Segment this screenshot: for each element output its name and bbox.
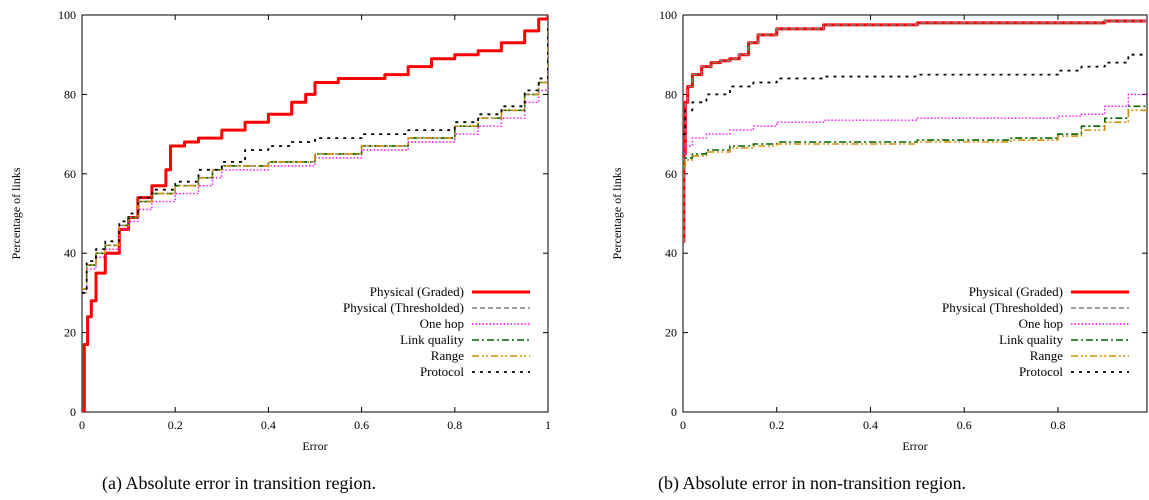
x-tick-label: 0.8 (1050, 418, 1065, 432)
series-line-physical-thresholded (683, 20, 1147, 242)
series-line-range (683, 109, 1147, 167)
series-line-physical-graded (82, 15, 548, 412)
legend-label: One hop (1019, 316, 1063, 331)
y-tick-label: 0 (671, 405, 677, 419)
figure-caption: (b) Absolute error in non-transition reg… (658, 473, 966, 494)
y-tick-label: 100 (58, 8, 76, 22)
y-tick-label: 40 (665, 246, 677, 260)
series-line-link-quality (683, 105, 1147, 167)
legend-label: Range (1030, 348, 1063, 363)
y-tick-label: 80 (665, 87, 677, 101)
x-axis-label: Error (302, 439, 327, 453)
legend-label: Link quality (400, 332, 464, 347)
legend-label: Protocol (1019, 364, 1063, 379)
x-tick-label: 1 (545, 418, 551, 432)
x-tick-label: 0 (680, 418, 686, 432)
chart-panel-b: 0 0.2 0.4 0.6 0.8 0 20 40 60 80 100 Error Percentage… (610, 8, 1148, 494)
chart-panel-a: 0 0.2 0.4 0.6 0.8 1 0 20 40 60 80 100 Error Percentag… (9, 8, 551, 494)
x-tick-label: 0.4 (261, 418, 276, 432)
series-line-physical-graded (683, 19, 1147, 243)
x-tick-label: 0.8 (447, 418, 462, 432)
legend-label: One hop (420, 316, 464, 331)
plot-frame (81, 14, 549, 413)
x-tick-label: 0.4 (863, 418, 878, 432)
y-tick-label: 20 (64, 326, 76, 340)
legend-label: Physical (Graded) (370, 284, 464, 299)
legend-label: Protocol (420, 364, 464, 379)
y-tick-label: 40 (64, 246, 76, 260)
series-line-protocol (683, 53, 1147, 135)
y-axis-label: Percentage of links (9, 167, 23, 259)
y-tick-label: 0 (70, 405, 76, 419)
series-line-one-hop (683, 93, 1147, 155)
y-tick-label: 100 (659, 8, 677, 22)
x-tick-label: 0.2 (168, 418, 183, 432)
figure-caption: (a) Absolute error in transition region. (102, 473, 376, 494)
series-line-one-hop (82, 34, 548, 290)
legend-label: Range (431, 348, 464, 363)
y-tick-label: 60 (665, 167, 677, 181)
x-tick-label: 0.2 (769, 418, 784, 432)
series-line-protocol (82, 22, 548, 294)
legend-label: Physical (Thresholded) (942, 300, 1063, 315)
y-axis-label: Percentage of links (610, 167, 624, 259)
x-tick-label: 0 (79, 418, 85, 432)
legend-label: Link quality (999, 332, 1063, 347)
plot-frame (682, 14, 1148, 413)
x-tick-label: 0.6 (957, 418, 972, 432)
x-axis-label: Error (902, 439, 927, 453)
x-tick-label: 0.6 (354, 418, 369, 432)
y-tick-label: 80 (64, 87, 76, 101)
legend-label: Physical (Thresholded) (343, 300, 464, 315)
legend-label: Physical (Graded) (969, 284, 1063, 299)
y-tick-label: 20 (665, 326, 677, 340)
series-line-range (82, 26, 548, 290)
y-tick-label: 60 (64, 167, 76, 181)
